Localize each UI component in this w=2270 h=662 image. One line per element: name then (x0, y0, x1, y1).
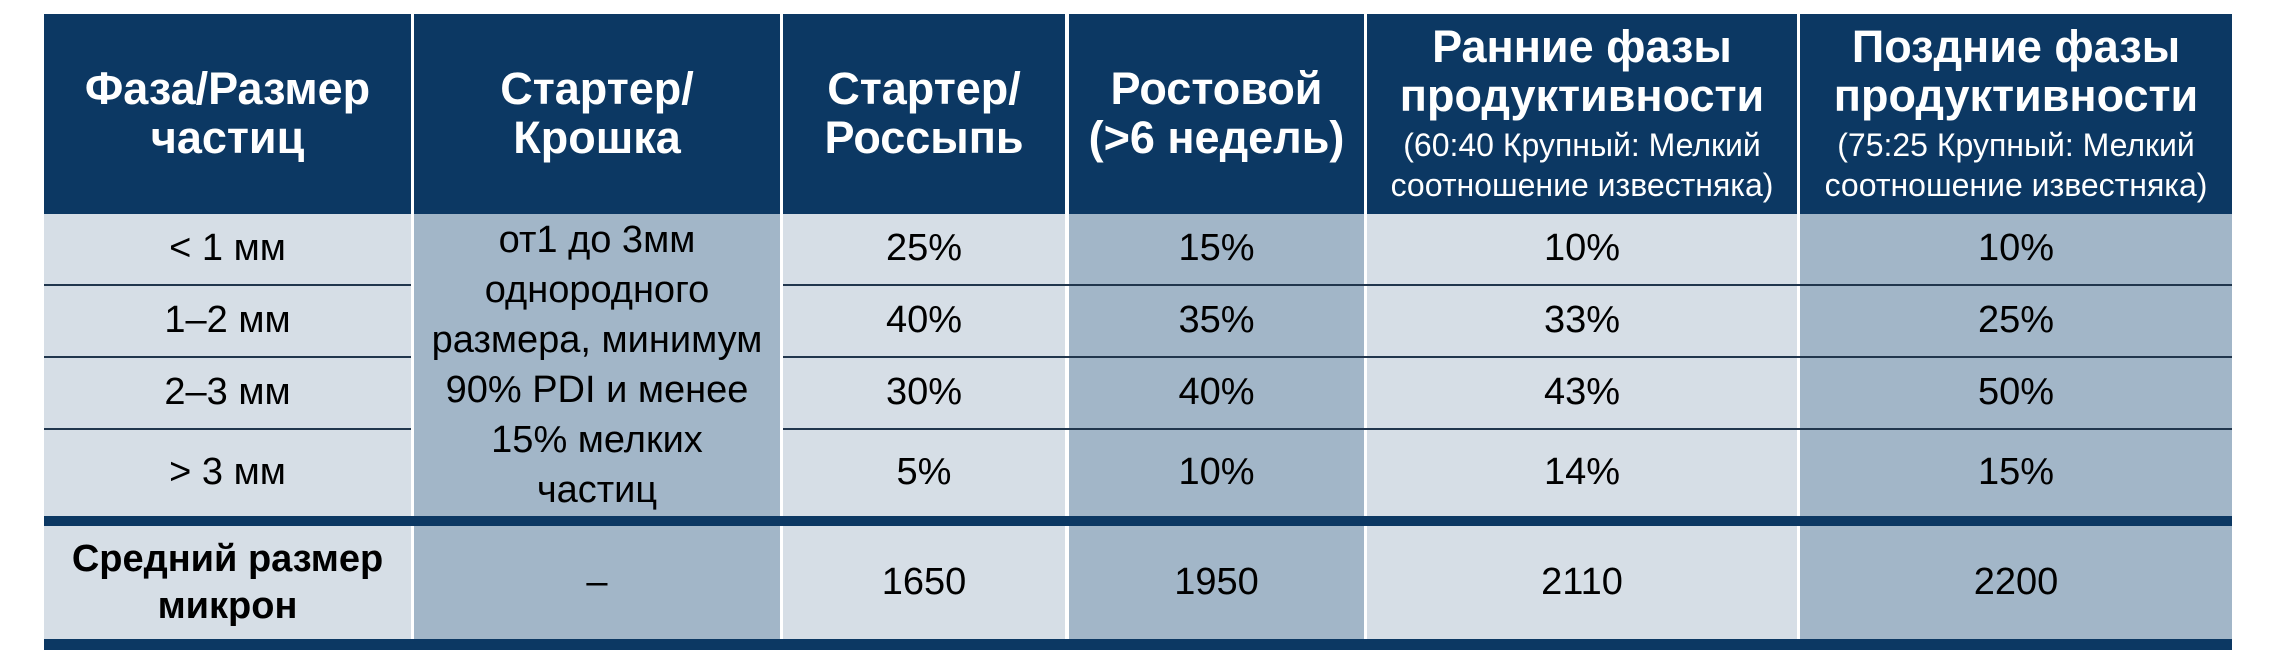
footer-early: 2110 (1367, 526, 1797, 639)
table-row-0-grower: 15% (1178, 227, 1255, 270)
header-grower-line2: (>6 недель) (1088, 112, 1345, 163)
table-row-0-late: 10% (1977, 227, 2055, 270)
header-early-production-sub: (60:40 Крупный: Мелкий соотношение извес… (1390, 126, 1774, 203)
row-divider (783, 356, 2232, 358)
table-row-3-grower: 10% (1178, 451, 1255, 494)
row-divider (44, 356, 411, 358)
particle-size-table: Фаза/Размер частиц Стартер/ Крошка Старт… (44, 14, 2232, 650)
table-row-1-size: 1–2 мм (164, 299, 291, 342)
header-early-production-title: Ранние фазы продуктивности (1399, 21, 1765, 121)
table-row-1-late: 25% (1977, 299, 2055, 342)
header-phase-size: Фаза/Размер частиц (44, 14, 411, 214)
starter-mash-column-bg (783, 214, 1065, 516)
crumble-text: от1 до 3мм однородного размера, минимум … (431, 218, 763, 512)
header-late-production-title: Поздние фазы продуктивности (1833, 21, 2199, 121)
header-early-production: Ранние фазы продуктивности (60:40 Крупны… (1367, 14, 1797, 214)
header-phase-size-label: Фаза/Размер частиц (84, 63, 371, 163)
footer-label: Средний размер микрон (44, 526, 411, 639)
table-row-1-early: 33% (1543, 299, 1621, 342)
table-row-2-starter-mash: 30% (885, 371, 963, 414)
footer-grower: 1950 (1069, 526, 1364, 639)
crumble-cell: от1 до 3мм однородного размера, минимум … (414, 214, 780, 516)
table-row-2-early: 43% (1543, 371, 1621, 414)
row-divider (783, 428, 2232, 430)
header-starter-crumble: Стартер/ Крошка (414, 14, 780, 214)
row-divider (783, 284, 2232, 286)
header-late-production-sub: (75:25 Крупный: Мелкий соотношение извес… (1824, 126, 2208, 203)
header-starter-crumble-label: Стартер/ Крошка (500, 63, 694, 163)
header-grower-line1: Ростовой (1110, 63, 1323, 115)
table-row-3-size: > 3 мм (169, 451, 286, 494)
table-row-0-starter-mash: 25% (885, 227, 963, 270)
footer-label-text: Средний размер микрон (71, 538, 384, 627)
size-column-bg (44, 214, 411, 516)
table-row-2-size: 2–3 мм (164, 371, 291, 414)
table-row-3-starter-mash: 5% (896, 451, 952, 494)
footer-late: 2200 (1800, 526, 2232, 639)
table-row-0-size: < 1 мм (169, 227, 286, 270)
grower-column-bg (1069, 214, 1364, 516)
table-row-1-starter-mash: 40% (885, 299, 963, 342)
table-row-0-early: 10% (1543, 227, 1621, 270)
footer-separator (44, 516, 2232, 526)
header-grower: Ростовой (>6 недель) (1069, 14, 1364, 214)
row-divider (44, 284, 411, 286)
header-late-production: Поздние фазы продуктивности (75:25 Крупн… (1800, 14, 2232, 214)
late-column-bg (1800, 214, 2232, 516)
header-starter-mash-label: Стартер/ Россыпь (824, 63, 1024, 163)
footer-starter-mash: 1650 (783, 526, 1065, 639)
table-row-2-grower: 40% (1178, 371, 1255, 414)
table-row-1-grower: 35% (1178, 299, 1255, 342)
header-starter-mash: Стартер/ Россыпь (783, 14, 1065, 214)
early-column-bg (1367, 214, 1797, 516)
row-divider (44, 428, 411, 430)
table-row-2-late: 50% (1977, 371, 2055, 414)
table-row-3-early: 14% (1543, 451, 1621, 494)
table-bottom-border (44, 639, 2232, 650)
footer-crumble: – (414, 526, 780, 639)
table-row-3-late: 15% (1977, 451, 2055, 494)
